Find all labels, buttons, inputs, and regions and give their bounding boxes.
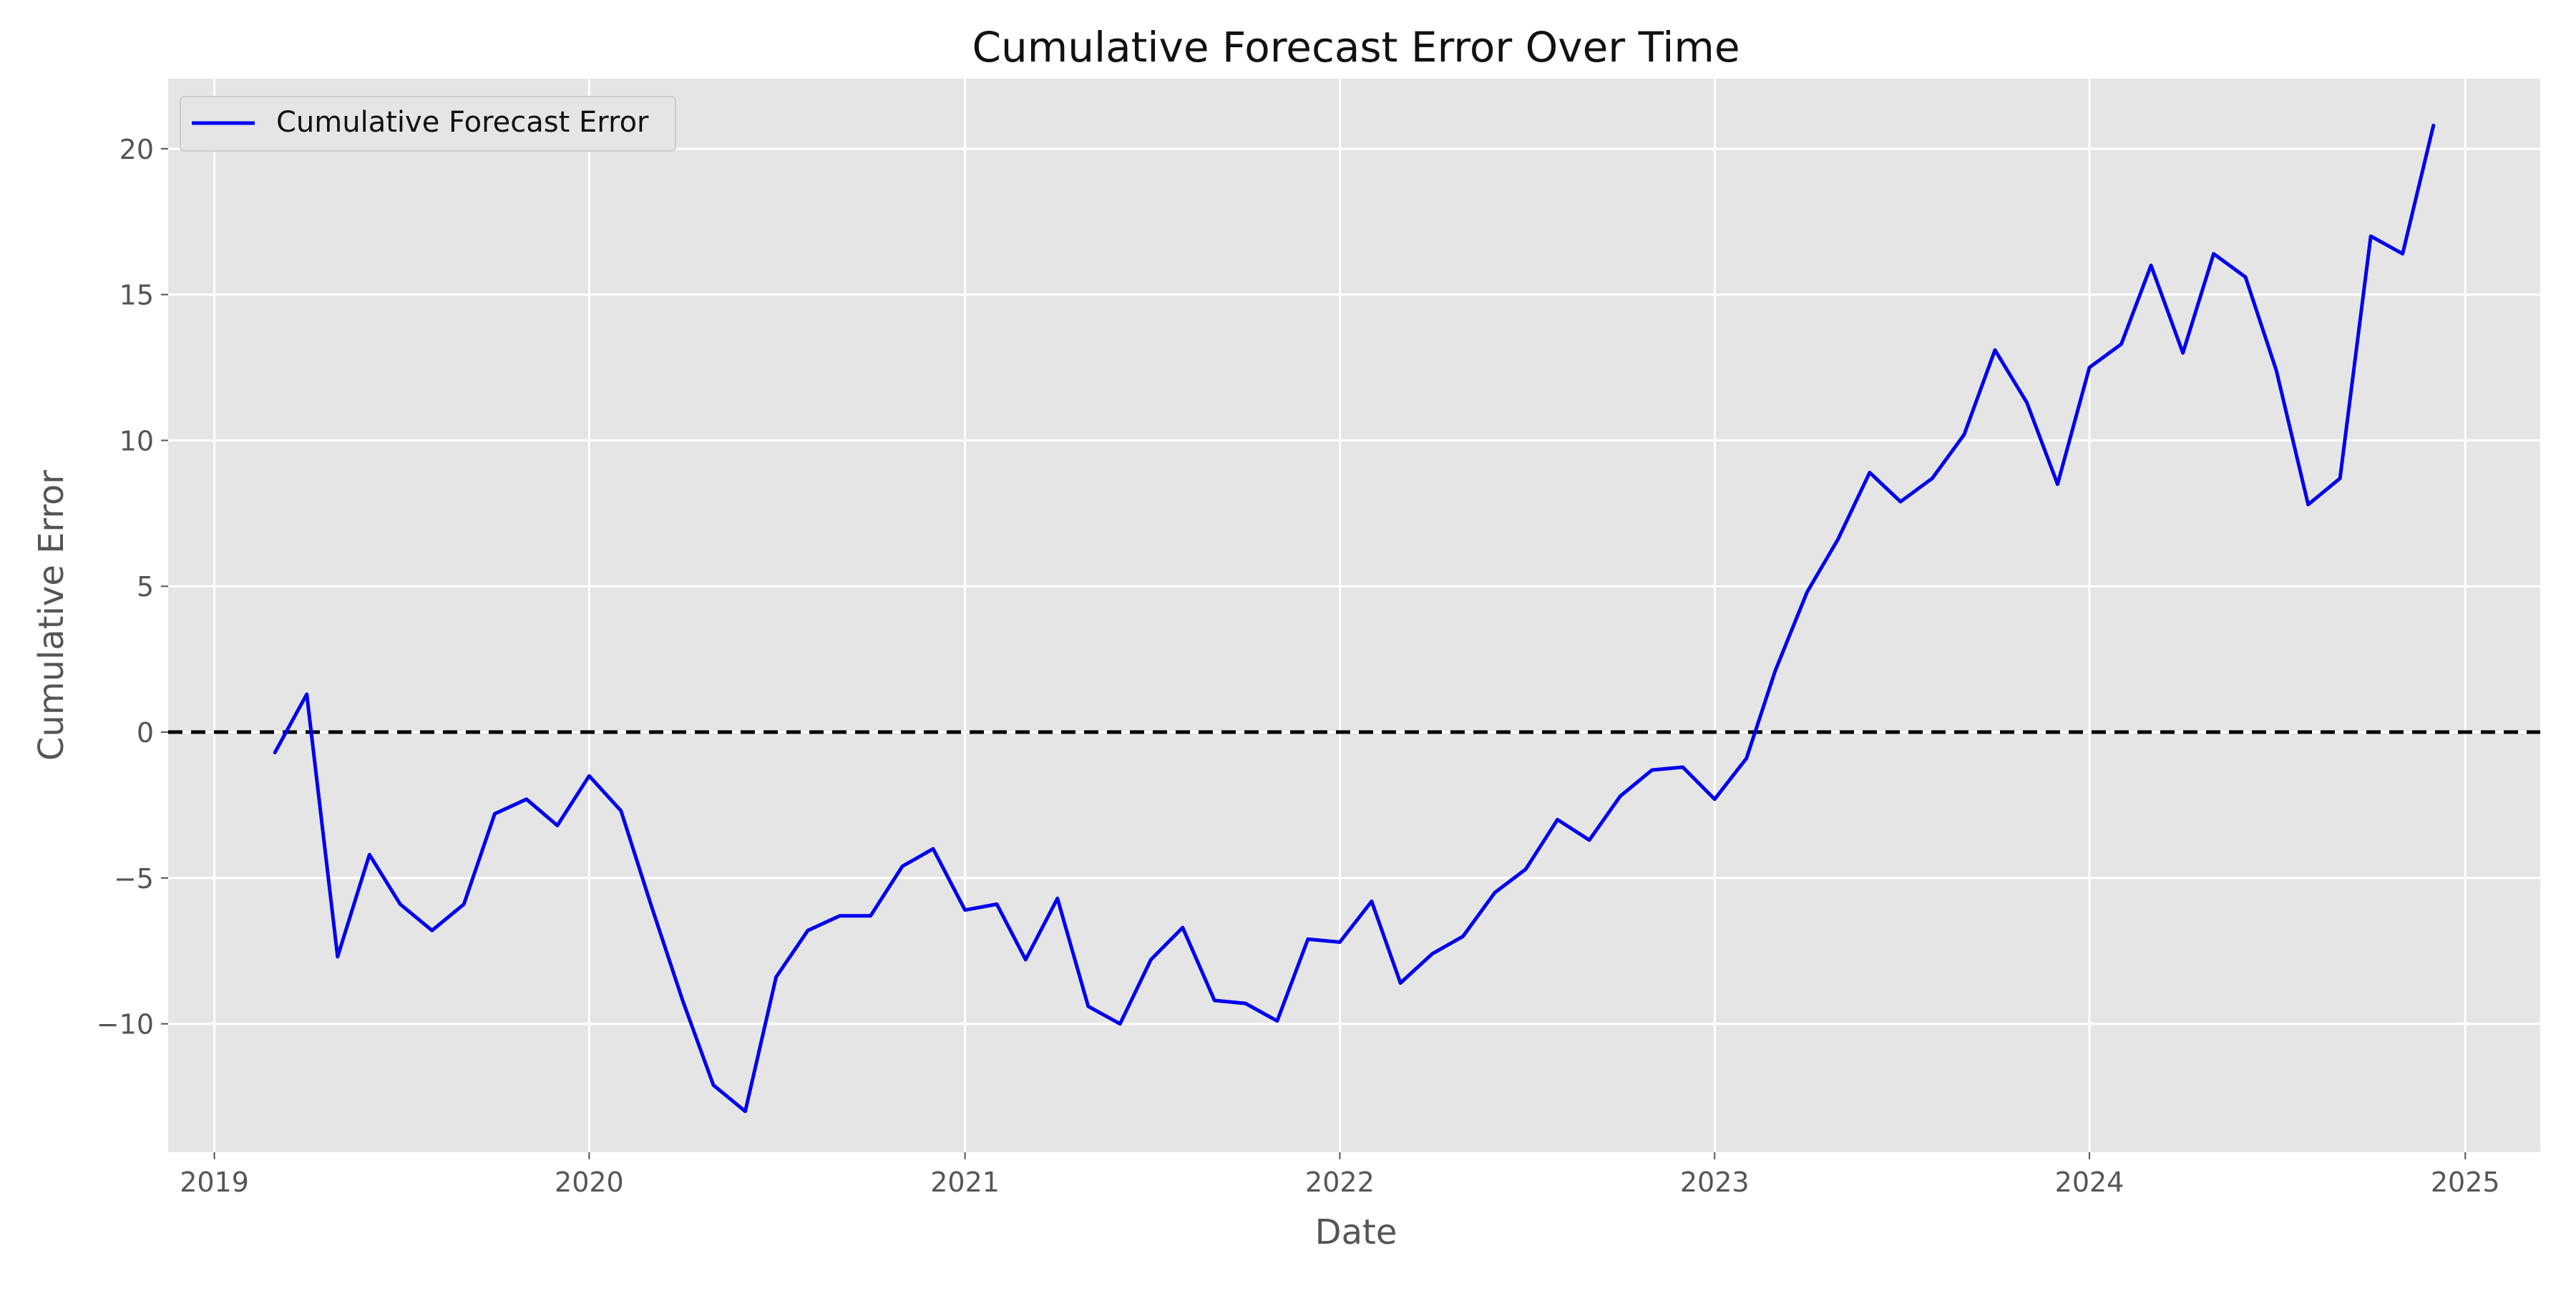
x-tick-label: 2019 bbox=[180, 1166, 249, 1198]
chart-title: Cumulative Forecast Error Over Time bbox=[972, 23, 1740, 72]
x-tick-label: 2020 bbox=[555, 1166, 624, 1198]
legend: Cumulative Forecast Error bbox=[180, 96, 676, 152]
y-tick-label: 15 bbox=[119, 280, 154, 311]
legend-series-label: Cumulative Forecast Error bbox=[276, 106, 649, 139]
series-layer bbox=[273, 123, 2436, 1114]
y-axis-ticks: 20 15 10 5 0 −5 −10 bbox=[97, 134, 168, 1041]
series-line-cumulative-forecast-error bbox=[273, 123, 2436, 1114]
x-tick-label: 2024 bbox=[2055, 1166, 2124, 1198]
x-tick-label: 2021 bbox=[930, 1166, 1000, 1198]
y-tick-label: 20 bbox=[119, 134, 154, 165]
plot-area bbox=[168, 79, 2540, 1152]
y-tick-label: −10 bbox=[97, 1009, 154, 1041]
x-tick-label: 2022 bbox=[1305, 1166, 1375, 1198]
y-tick-label: 5 bbox=[137, 571, 154, 603]
y-tick-label: 0 bbox=[137, 717, 154, 749]
y-tick-label: 10 bbox=[119, 425, 154, 457]
x-tick-label: 2025 bbox=[2431, 1166, 2500, 1198]
x-tick-label: 2023 bbox=[1680, 1166, 1750, 1198]
y-tick-label: −5 bbox=[114, 863, 154, 895]
y-axis-label: Cumulative Error bbox=[31, 470, 72, 761]
x-axis-ticks: 2019 2020 2021 2022 2023 2024 2025 bbox=[180, 1152, 2500, 1198]
x-axis-label: Date bbox=[1315, 1212, 1397, 1252]
legend-box bbox=[180, 96, 676, 152]
